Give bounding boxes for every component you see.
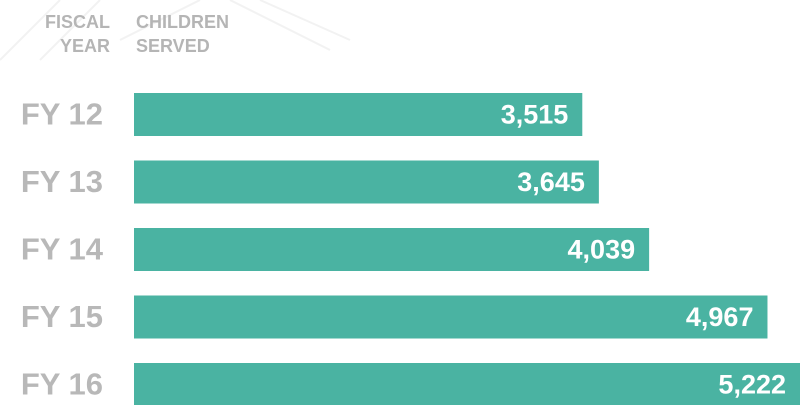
category-label: FY 16 [21, 367, 103, 402]
bar [134, 295, 768, 339]
bar [134, 228, 650, 271]
bar [134, 93, 583, 136]
value-label: 4,039 [568, 235, 636, 265]
category-label: FY 12 [21, 97, 103, 132]
bar [134, 160, 599, 204]
category-label: FY 14 [21, 232, 104, 267]
category-label: FY 15 [21, 299, 103, 334]
background-lines [0, 0, 351, 61]
value-label: 3,515 [501, 100, 569, 130]
bar [134, 363, 800, 405]
value-label: 5,222 [718, 370, 786, 400]
decoration [0, 0, 351, 61]
x-axis-label: CHILDREN SERVED [136, 12, 229, 56]
y-axis-label: FISCAL YEAR [45, 12, 110, 56]
value-label: 3,645 [517, 167, 585, 197]
category-label: FY 13 [21, 164, 103, 199]
value-label: 4,967 [686, 302, 754, 332]
